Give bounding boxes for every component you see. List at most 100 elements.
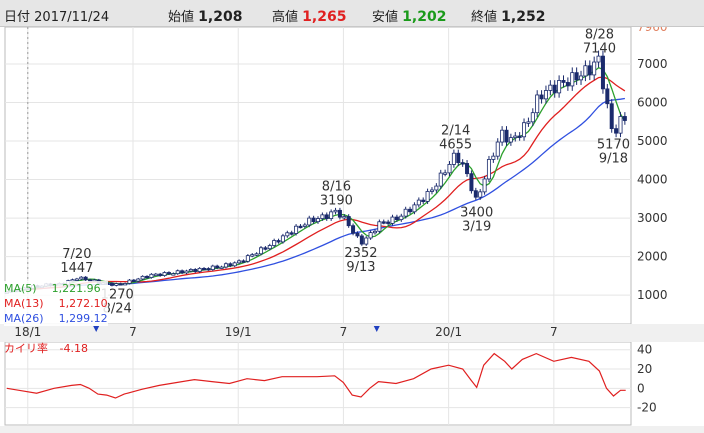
candle-body bbox=[447, 164, 452, 174]
candle-body bbox=[359, 235, 364, 245]
candle-body bbox=[399, 215, 404, 220]
price-annotation: 7140 bbox=[583, 42, 616, 57]
candle-body bbox=[579, 75, 584, 81]
candle-body bbox=[149, 273, 154, 278]
high-label: 高値 bbox=[272, 10, 299, 25]
candle-body bbox=[197, 267, 202, 272]
candle-body bbox=[486, 159, 491, 180]
open-field: 始値 1,208 bbox=[168, 6, 242, 25]
candle-body bbox=[508, 137, 513, 143]
candle-body bbox=[346, 216, 351, 227]
kairi-line bbox=[6, 352, 626, 399]
candle-body bbox=[386, 221, 391, 224]
candle-body bbox=[403, 208, 408, 217]
high-value: 1,265 bbox=[302, 9, 347, 25]
x-tick-label: 7 bbox=[129, 325, 137, 339]
candlestick-series bbox=[4, 50, 627, 294]
candle-body bbox=[289, 232, 294, 235]
candle-body bbox=[583, 65, 588, 77]
candle-body bbox=[171, 273, 176, 276]
candle-body bbox=[390, 216, 395, 224]
candle-body bbox=[513, 135, 518, 139]
candle-body bbox=[342, 216, 347, 219]
indicator-y-tick-label: 0 bbox=[637, 381, 645, 395]
candle-body bbox=[394, 216, 399, 220]
x-tick-label: 20/1 bbox=[435, 325, 462, 339]
date-value: 2017/11/24 bbox=[34, 10, 110, 25]
candle-body bbox=[210, 265, 215, 271]
price-annotation: 3190 bbox=[320, 194, 353, 209]
close-field: 終値 1,252 bbox=[471, 6, 545, 25]
candle-body bbox=[158, 273, 163, 277]
candle-body bbox=[140, 275, 145, 280]
price-y-tick-label: 6000 bbox=[637, 96, 668, 110]
candle-body bbox=[215, 265, 220, 269]
candle-body bbox=[412, 204, 417, 213]
legend-ma13: MA(13) 1,272.10 bbox=[4, 296, 108, 311]
open-label: 始値 bbox=[168, 10, 195, 25]
candle-body bbox=[74, 278, 79, 281]
candle-body bbox=[460, 162, 465, 165]
candle-body bbox=[438, 172, 443, 187]
candle-body bbox=[272, 240, 277, 246]
candle-body bbox=[377, 221, 382, 232]
candle-body bbox=[188, 269, 193, 272]
price-y-tick-label: 4000 bbox=[637, 173, 668, 187]
indicator-value: -4.18 bbox=[59, 342, 88, 355]
candle-body bbox=[337, 209, 342, 218]
price-y-tick-label: 2000 bbox=[637, 250, 668, 264]
price-annotation: 1447 bbox=[60, 261, 93, 276]
open-value: 1,208 bbox=[198, 9, 243, 25]
legend-ma5: MA(5) 1,221.96 bbox=[4, 281, 108, 296]
indicator-label: カイリ率 -4.18 bbox=[4, 340, 88, 356]
ma5-line bbox=[6, 66, 626, 293]
price-y-tick-label: 7000 bbox=[637, 57, 668, 71]
legend-ma13-label: MA(13) bbox=[4, 297, 44, 310]
indicator-y-tick-label: -20 bbox=[637, 401, 657, 415]
candle-body bbox=[500, 129, 505, 143]
price-header: 日付 2017/11/24 始値 1,208 高値 1,265 安値 1,202… bbox=[0, 0, 704, 27]
price-annotation: 9/18 bbox=[599, 151, 628, 166]
indicator-plot-frame bbox=[4, 341, 632, 426]
candle-body bbox=[443, 172, 448, 175]
down-marker bbox=[373, 326, 380, 332]
price-annotation: 3/19 bbox=[462, 220, 491, 235]
candle-body bbox=[184, 270, 189, 274]
candle-body bbox=[280, 235, 285, 243]
candle-body bbox=[495, 141, 500, 157]
candle-body bbox=[193, 269, 198, 272]
candle-body bbox=[232, 262, 237, 267]
candle-body bbox=[522, 122, 527, 138]
candle-body bbox=[298, 225, 303, 229]
close-label: 終値 bbox=[471, 10, 498, 25]
candle-body bbox=[114, 283, 119, 286]
candle-body bbox=[109, 282, 114, 286]
candle-body bbox=[307, 217, 312, 226]
candle-body bbox=[552, 84, 557, 94]
candle-body bbox=[329, 211, 334, 219]
candle-body bbox=[127, 279, 132, 284]
price-plot-frame bbox=[4, 26, 632, 325]
candle-body bbox=[320, 214, 325, 219]
candle-body bbox=[570, 72, 575, 87]
candle-body bbox=[592, 61, 597, 76]
legend-ma26-label: MA(26) bbox=[4, 312, 44, 325]
candle-body bbox=[267, 245, 272, 250]
candle-body bbox=[368, 232, 373, 239]
candle-body bbox=[565, 82, 570, 87]
price-annotation: 8/16 bbox=[322, 180, 351, 195]
candle-body bbox=[425, 191, 430, 202]
x-tick-label: 7 bbox=[340, 325, 348, 339]
candle-body bbox=[517, 135, 522, 138]
candle-body bbox=[473, 190, 478, 198]
candle-body bbox=[482, 178, 487, 193]
candle-body bbox=[429, 189, 434, 192]
candle-body bbox=[614, 128, 619, 134]
candle-body bbox=[228, 263, 233, 267]
legend-ma13-value: 1,272.10 bbox=[58, 297, 108, 310]
candle-body bbox=[315, 218, 320, 223]
candle-body bbox=[219, 266, 224, 269]
candle-body bbox=[302, 224, 307, 227]
candle-body bbox=[557, 80, 562, 94]
price-annotation: 9/13 bbox=[346, 260, 375, 275]
